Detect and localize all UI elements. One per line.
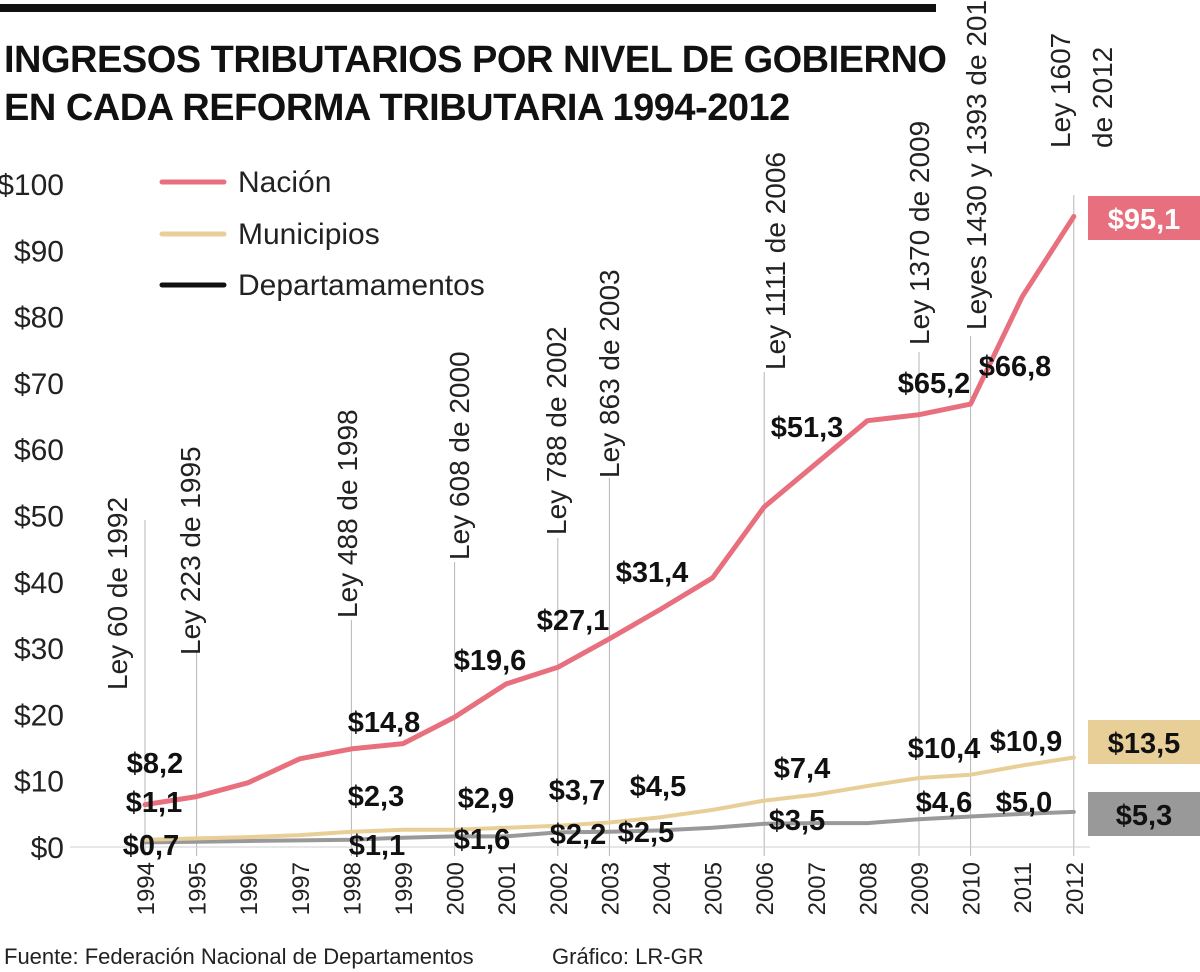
title-line-1: INGRESOS TRIBUTARIOS POR NIVEL DE GOBIER… (4, 39, 947, 81)
series-line-municipios (143, 755, 1076, 842)
y-tick-label: $0 (31, 832, 64, 865)
data-label-municipios: $1,1 (126, 787, 182, 819)
data-label-nacion: $51,3 (771, 412, 844, 444)
reform-label: Ley 223 de 1995 (175, 446, 206, 655)
data-label-municipios: $10,4 (908, 733, 981, 765)
data-label-departamentos: $0,7 (123, 830, 179, 862)
end-value-badge (1088, 792, 1200, 836)
end-value-badge (1088, 196, 1200, 240)
reform-label: Ley 488 de 1998 (332, 409, 363, 618)
x-tick-label: 1996 (236, 862, 263, 915)
data-label-departamentos: $4,6 (916, 787, 972, 819)
end-value-label: $13,5 (1108, 728, 1181, 760)
legend-label: Nación (238, 166, 331, 199)
x-tick-label: 1997 (288, 862, 315, 915)
reform-label: Ley 1607 (1045, 33, 1076, 148)
x-tick-label: 2006 (752, 862, 779, 915)
reform-label: Ley 863 de 2003 (594, 269, 625, 478)
x-tick-label: 2001 (494, 862, 521, 915)
data-label-departamentos: $5,0 (996, 787, 1052, 819)
reform-label: Ley 1111 de 2006 (760, 152, 791, 370)
reform-label: Ley 60 de 1992 (102, 497, 133, 690)
y-tick-label: $80 (14, 302, 64, 335)
x-tick-label: 2002 (546, 862, 573, 915)
data-label-departamentos: $1,6 (454, 824, 510, 856)
data-label-departamentos: $1,1 (349, 830, 405, 862)
title-rule (0, 4, 936, 12)
x-tick-label: 2000 (443, 862, 470, 915)
x-tick-label: 1995 (185, 862, 212, 915)
end-value-label: $5,3 (1116, 800, 1172, 832)
y-tick-label: $50 (14, 501, 64, 534)
y-tick-label: $70 (14, 368, 64, 401)
reform-label: Leyes 1430 y 1393 de 2010 (961, 0, 992, 330)
y-tick-label: $20 (14, 699, 64, 732)
data-label-municipios: $2,3 (348, 781, 404, 813)
data-label-municipios: $4,5 (630, 771, 686, 803)
x-tick-label: 1998 (339, 862, 366, 915)
x-tick-label: 2008 (855, 862, 882, 915)
reform-label: de 2012 (1087, 47, 1118, 148)
data-label-nacion: $65,2 (898, 368, 971, 400)
data-label-municipios: $10,9 (990, 726, 1063, 758)
data-label-nacion: $27,1 (537, 605, 610, 637)
reform-label: Ley 608 de 2000 (444, 351, 475, 560)
data-label-departamentos: $3,5 (769, 805, 825, 837)
reform-label: Ley 788 de 2002 (541, 326, 572, 535)
x-tick-label: 2007 (804, 862, 831, 915)
graphic-credit: Gráfico: LR-GR (552, 944, 704, 969)
source-note: Fuente: Federación Nacional de Departame… (4, 944, 474, 969)
chart-title: INGRESOS TRIBUTARIOS POR NIVEL DE GOBIER… (4, 36, 947, 132)
y-tick-label: $40 (14, 567, 64, 600)
series-line-departamentos (143, 809, 1076, 845)
x-tick-label: 1994 (133, 862, 160, 915)
x-tick-label: 2003 (597, 862, 624, 915)
y-tick-label: $10 (14, 766, 64, 799)
y-tick-label: $60 (14, 434, 64, 467)
data-label-nacion: $31,4 (616, 557, 689, 589)
data-label-municipios: $7,4 (774, 753, 830, 785)
legend-label: Municipios (238, 218, 380, 251)
data-label-nacion: $8,2 (127, 748, 183, 780)
end-value-label: $95,1 (1108, 204, 1181, 236)
data-label-municipios: $2,9 (458, 783, 514, 815)
x-tick-label: 2009 (907, 862, 934, 915)
data-label-departamentos: $2,5 (618, 817, 674, 849)
end-value-badge (1088, 720, 1200, 764)
y-tick-label: $100 (0, 169, 64, 202)
data-label-nacion: $19,6 (454, 645, 527, 677)
title-line-2: EN CADA REFORMA TRIBUTARIA 1994-2012 (4, 87, 790, 129)
y-tick-label: $30 (14, 633, 64, 666)
x-tick-label: 2011 (1010, 862, 1037, 914)
data-label-municipios: $3,7 (549, 775, 605, 807)
reform-label: Ley 1370 de 2009 (904, 121, 935, 345)
x-tick-label: 2004 (649, 862, 676, 915)
data-label-nacion: $14,8 (348, 707, 421, 739)
x-tick-label: 2005 (701, 862, 728, 915)
x-tick-label: 2010 (959, 862, 986, 915)
series-line-nacion (142, 214, 1077, 808)
legend-label: Departamamentos (238, 269, 485, 302)
y-tick-label: $90 (14, 235, 64, 268)
x-tick-label: 1999 (391, 862, 418, 915)
data-label-nacion: $66,8 (979, 351, 1052, 383)
x-tick-label: 2012 (1062, 862, 1089, 915)
data-label-departamentos: $2,2 (550, 819, 606, 851)
